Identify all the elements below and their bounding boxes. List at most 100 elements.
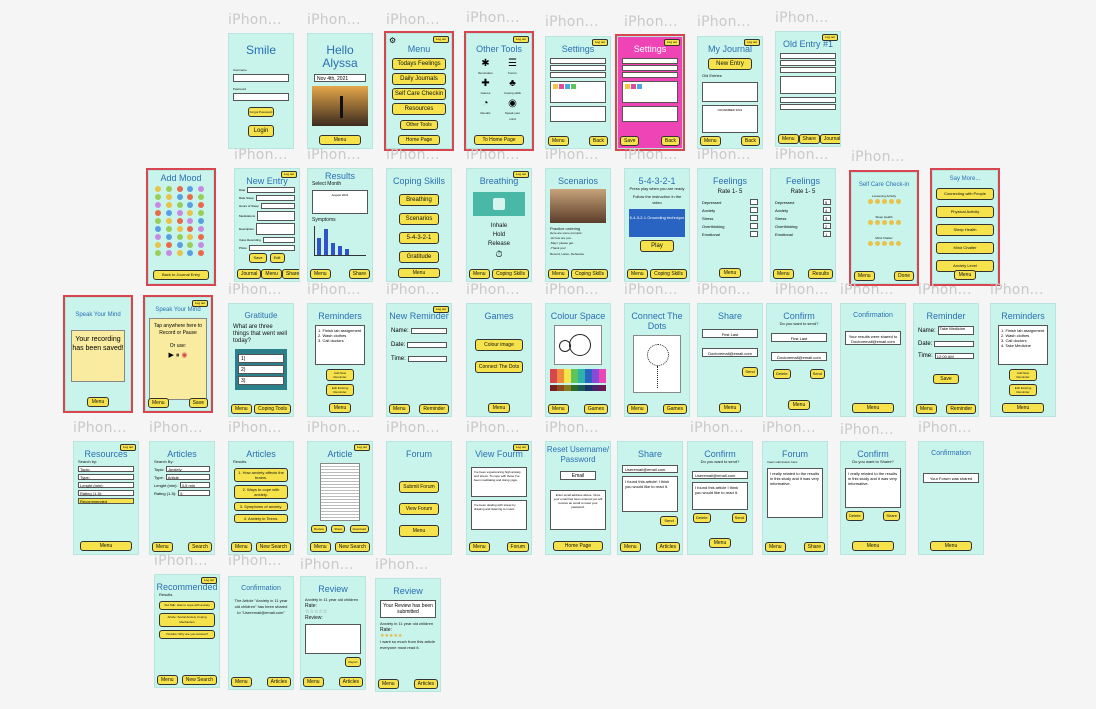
screen-menu[interactable]: Log out ⚙ Menu Todays Feelings Daily Jou…	[384, 31, 454, 151]
screen-new-reminder[interactable]: Log out New Reminder Name: Date: Time: M…	[386, 303, 452, 417]
edit-button[interactable]: Edit	[269, 253, 285, 263]
rating-input[interactable]: 4	[823, 207, 831, 213]
video-player[interactable]: 5-4-3-2-1 Grounding technique	[629, 209, 685, 237]
rating-input[interactable]: 1	[823, 231, 831, 237]
screen-gratitude[interactable]: Gratitude What are three things that wen…	[228, 303, 294, 417]
menu-button[interactable]: Menu	[378, 679, 399, 689]
share-button[interactable]: Share	[281, 269, 299, 279]
articles-button[interactable]: Articles	[266, 677, 291, 687]
mind-chatter-button[interactable]: Mind Chatter	[936, 242, 994, 254]
menu-button[interactable]: Menu	[627, 404, 648, 414]
mood-face[interactable]	[187, 202, 194, 208]
mood-face[interactable]	[176, 210, 183, 216]
mood-face[interactable]	[165, 186, 172, 192]
share-button[interactable]: Share	[883, 511, 900, 521]
five-four-three-button[interactable]: 5-4-3-2-1	[399, 232, 439, 244]
share-button[interactable]: Share	[803, 542, 825, 552]
gratitude-button[interactable]: Gratitude	[399, 251, 439, 263]
time-field[interactable]	[407, 356, 447, 362]
screen-article[interactable]: Log out Article Review Share Download Me…	[307, 441, 373, 555]
article-result[interactable]: 4. Anxiety in Teens.	[234, 514, 288, 523]
mood-face[interactable]	[198, 242, 205, 248]
menu-button[interactable]: Menu	[548, 269, 569, 279]
new-search-button[interactable]: New Search	[181, 675, 217, 685]
forum-text-field[interactable]: I really related to the results in this …	[767, 468, 823, 518]
screen-scenarios[interactable]: Scenarios Practice ordering Here are som…	[545, 168, 611, 282]
screen-self-care-checkin[interactable]: Self Care Check-in Loosening Activity Sl…	[849, 170, 919, 286]
rating-input[interactable]	[750, 207, 758, 213]
colour-image-button[interactable]: Colour image	[475, 339, 523, 351]
date-field[interactable]	[407, 342, 447, 348]
mood-face[interactable]	[187, 242, 194, 248]
menu-button[interactable]: Menu	[261, 269, 282, 279]
review-button[interactable]: Review	[311, 525, 327, 533]
screen-hello[interactable]: Hello Alyssa Nov 4th, 2021 Menu	[307, 33, 373, 149]
forgot-password-button[interactable]: Forgot Password	[248, 107, 274, 117]
back-button[interactable]: Back	[588, 136, 608, 146]
mood-face[interactable]	[165, 194, 172, 200]
logout-button[interactable]: Log out	[743, 39, 760, 46]
menu-button[interactable]: Menu	[1002, 403, 1044, 413]
pause-icon[interactable]: ⏸	[175, 352, 180, 359]
mood-face[interactable]	[198, 210, 205, 216]
recommended-item[interactable]: Article: Social Anxiety Coping Mechanism	[159, 613, 215, 627]
screen-forum-submit[interactable]: Forum Insert submission here: I really r…	[762, 441, 828, 555]
menu-button[interactable]: Menu	[319, 135, 361, 145]
length-field[interactable]: Lenght (min):	[78, 482, 134, 488]
settings-field[interactable]	[622, 65, 678, 71]
screen-my-journal[interactable]: Log out My Journal New Entry Old Entries…	[697, 36, 763, 149]
screen-feelings-filled[interactable]: Feelings Rate 1- 5 Depressed 5 Anxiety 4 S…	[770, 168, 836, 282]
menu-item-resources[interactable]: Resources	[392, 103, 446, 115]
reminder-button[interactable]: Reminder	[946, 404, 976, 414]
screen-54321[interactable]: 5-4-3-2-1 Press play when you are ready …	[624, 168, 690, 282]
article-result[interactable]: 3. Symptoms of anxiety.	[234, 502, 288, 511]
delete-button[interactable]: Delete	[773, 369, 791, 379]
article-result[interactable]: 1. How anxiety affects the brains.	[234, 468, 288, 482]
delete-button[interactable]: Delete	[846, 511, 864, 521]
mood-face[interactable]	[165, 250, 172, 256]
screen-add-mood[interactable]: Add Mood Back to Journal Entry	[146, 168, 216, 286]
delete-button[interactable]: Delete	[693, 513, 711, 523]
reminders-list[interactable]: 1. Finish lab assignment 2. Wash clothes…	[998, 325, 1048, 365]
share-button[interactable]: Share	[798, 134, 820, 144]
add-reminder-button[interactable]: Add New Reminder	[326, 369, 354, 381]
menu-button[interactable]: Menu	[389, 404, 410, 414]
menu-button[interactable]: Menu	[310, 542, 331, 552]
results-button[interactable]: Results	[808, 269, 833, 279]
rate-sleep-field[interactable]	[255, 195, 295, 201]
menu-button[interactable]: Menu	[398, 268, 440, 278]
screen-old-entry[interactable]: Log out Old Entry #1 Menu Share Journal	[775, 31, 841, 147]
mood-face[interactable]	[155, 186, 161, 192]
screen-resources[interactable]: Log out Resources Search by: Topic: Type…	[73, 441, 139, 555]
coping-tools-button[interactable]: Coping Tools	[254, 404, 291, 414]
calendar[interactable]: NOVEMBER 2021	[702, 105, 758, 133]
mood-face[interactable]	[165, 218, 172, 224]
logout-button[interactable]: Log out	[591, 39, 608, 46]
games-button[interactable]: Games	[583, 404, 608, 414]
star-rating[interactable]: ☆☆☆☆☆	[305, 609, 328, 615]
bee-colouring-canvas[interactable]	[554, 325, 602, 365]
recommended-item[interactable]: Ted Talk: How to cope with anxiety	[159, 601, 215, 610]
screen-coping-skills[interactable]: Coping Skills Breathing Scenarios 5-4-3-…	[386, 168, 452, 282]
mood-face[interactable]	[176, 186, 183, 192]
menu-button[interactable]: Menu	[148, 398, 169, 408]
screen-share-results[interactable]: Share First Last Doctoremail@email.com S…	[697, 303, 763, 417]
screen-settings[interactable]: Log out Settings Menu Back	[545, 36, 611, 149]
menu-button[interactable]: Menu	[87, 397, 109, 407]
menu-button[interactable]: Menu	[488, 403, 510, 413]
screen-confirm-share[interactable]: Confirm Do you want to send? Useremail@e…	[687, 441, 753, 555]
record-icon[interactable]: ◉	[181, 352, 188, 359]
mood-grid[interactable]	[149, 183, 213, 259]
email-field[interactable]: Email	[560, 471, 596, 480]
tool-reminders[interactable]: ✱ Reminders	[473, 58, 498, 76]
submit-forum-button[interactable]: Submit Forum	[399, 481, 439, 493]
email-field[interactable]: Doctoremail@email.com	[702, 348, 758, 357]
name-field[interactable]: Take Medicine	[937, 326, 974, 335]
hours-sleep-field[interactable]	[260, 203, 295, 209]
timer-icon[interactable]: ⏱	[495, 249, 503, 259]
recommended-item[interactable]: Youtube: Why are you anxious?	[159, 630, 215, 639]
logout-button[interactable]: Log out	[512, 444, 529, 451]
articles-button[interactable]: Articles	[413, 679, 438, 689]
mood-face[interactable]	[187, 194, 194, 200]
mood-face[interactable]	[176, 242, 183, 248]
